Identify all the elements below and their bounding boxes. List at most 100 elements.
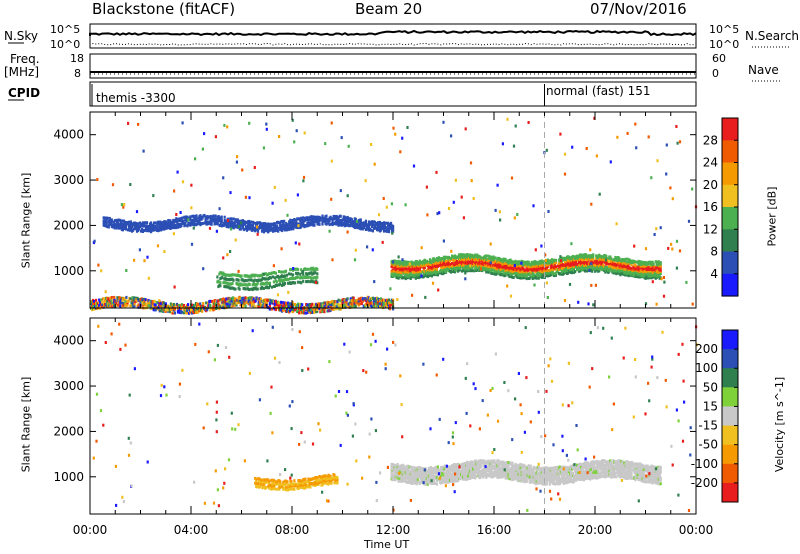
speckle-cell: [330, 197, 333, 201]
feature-upper-diffuse-cell: [160, 221, 163, 225]
feature-ground-scatter-band-cell: [505, 460, 508, 464]
feature-upper-diffuse-cell: [312, 217, 315, 221]
speckle-cell: [510, 176, 514, 180]
feature-ground-scatter-band-cell: [499, 475, 502, 479]
feature-upper-diffuse-cell: [383, 223, 387, 227]
speckle-cell: [675, 125, 678, 128]
feature-ground-scatter-low-cell: [297, 309, 300, 313]
feature-upper-diffuse-cell: [154, 221, 157, 225]
speckle-cell: [532, 204, 535, 208]
speckle-cell: [626, 131, 629, 135]
feature-main-echo-band-cell: [592, 253, 595, 257]
feature-ground-scatter-band-cell: [435, 482, 438, 486]
feature-ground-scatter-low-cell: [388, 301, 391, 305]
feature-main-echo-band-cell: [442, 271, 446, 275]
feature-upper-diffuse-cell: [329, 217, 332, 221]
feature-main-echo-band-cell: [454, 270, 457, 274]
feature-ground-scatter-band-cell: [483, 459, 486, 463]
speckle-cell: [135, 210, 139, 214]
feature-evening-band-cell: [316, 281, 319, 285]
feature-ground-scatter-low-cell: [104, 299, 107, 303]
feature-ground-scatter-band-cell: [507, 463, 510, 467]
feature-evening-band-cell: [305, 267, 308, 271]
feature-ground-scatter-low-cell: [95, 298, 98, 302]
feature-evening-band-cell: [300, 268, 303, 272]
feature-main-echo-band-cell: [496, 267, 499, 271]
feature-upper-diffuse-cell: [194, 219, 197, 223]
feature-ground-scatter-band-cell: [414, 476, 417, 479]
feature-ground-scatter-low-cell: [326, 303, 329, 307]
feature-upper-diffuse-cell: [225, 219, 228, 223]
feature-ground-scatter-low-cell: [292, 310, 295, 314]
feature-ground-scatter-low-cell: [106, 300, 109, 303]
feature-ground-scatter-band-cell: [470, 460, 473, 464]
feature-main-echo-band-cell: [659, 261, 662, 265]
speckle-cell: [194, 157, 197, 161]
feature-ground-scatter-low-cell: [337, 298, 340, 302]
speckle-cell: [339, 189, 342, 193]
feature-upper-diffuse-cell: [173, 220, 176, 224]
feature-main-echo-band-cell: [435, 271, 438, 275]
feature-ground-scatter-low-cell: [177, 303, 181, 307]
feature-ground-scatter-low-cell: [180, 310, 184, 314]
feature-ground-scatter-low-cell: [119, 296, 122, 300]
speckle-cell: [527, 121, 530, 124]
feature-upper-diffuse-cell: [248, 227, 251, 231]
speckle-cell: [635, 146, 638, 150]
feature-upper-diffuse-cell: [369, 228, 372, 232]
feature-main-echo-band-cell: [659, 272, 662, 275]
feature-ground-scatter-band-cell: [413, 473, 416, 477]
feature-main-echo-band-cell: [550, 266, 553, 270]
speckle-cell: [237, 269, 240, 273]
feature-ground-scatter-band-cell: [508, 477, 511, 481]
feature-upper-diffuse-cell: [177, 225, 180, 229]
feature-upper-diffuse-cell: [189, 215, 192, 219]
feature-ground-scatter-band-cell: [475, 474, 478, 478]
feature-evening-band-cell: [316, 275, 319, 279]
feature-main-echo-band-cell: [496, 265, 499, 269]
speckle-cell: [544, 253, 547, 257]
speckle-cell: [660, 277, 663, 281]
feature-ground-scatter-band-cell: [432, 469, 435, 473]
speckle-cell: [667, 246, 670, 250]
feature-ground-scatter-low-cell: [327, 305, 330, 309]
speckle-cell: [120, 203, 123, 207]
panel-1-data: [90, 116, 698, 315]
feature-upper-diffuse-cell: [181, 216, 184, 220]
feature-main-echo-band-cell: [475, 255, 478, 259]
feature-main-echo-band-cell: [462, 260, 465, 264]
feature-ground-scatter-low-cell: [211, 300, 214, 303]
feature-main-echo-band-cell: [523, 270, 526, 274]
feature-ground-scatter-low-cell: [151, 302, 154, 306]
speckle-cell: [137, 122, 140, 126]
feature-upper-diffuse-cell: [265, 222, 268, 226]
feature-ground-scatter-low-cell: [194, 303, 197, 307]
feature-main-echo-band-cell: [472, 254, 475, 258]
feature-evening-band-cell: [284, 269, 288, 273]
feature-upper-diffuse-cell: [206, 215, 209, 218]
feature-ground-scatter-band-cell: [415, 473, 418, 476]
feature-upper-diffuse-cell: [367, 220, 370, 224]
feature-upper-diffuse-cell: [346, 221, 349, 225]
feature-main-echo-band-cell: [644, 276, 647, 280]
feature-ground-scatter-band-cell: [467, 474, 470, 478]
feature-main-echo-band-cell: [627, 261, 630, 265]
feature-upper-diffuse-cell: [239, 224, 242, 228]
feature-main-echo-band-cell: [454, 254, 457, 258]
speckle-cell: [240, 221, 243, 225]
feature-main-echo-band-cell: [594, 259, 597, 263]
feature-upper-diffuse-cell: [328, 223, 331, 227]
feature-ground-scatter-low-cell: [361, 299, 364, 303]
feature-ground-scatter-low-cell: [101, 302, 104, 306]
feature-evening-band-cell: [231, 281, 234, 285]
feature-upper-diffuse-cell: [292, 227, 295, 231]
feature-evening-band-cell: [254, 273, 257, 277]
speckle-cell: [303, 131, 306, 135]
feature-upper-diffuse-cell: [268, 222, 271, 226]
feature-ground-scatter-band-cell: [482, 475, 485, 479]
speckle-cell: [598, 192, 601, 196]
feature-upper-diffuse-cell: [117, 222, 120, 226]
feature-main-echo-band-cell: [501, 269, 504, 273]
feature-ground-scatter-low-cell: [142, 297, 145, 301]
